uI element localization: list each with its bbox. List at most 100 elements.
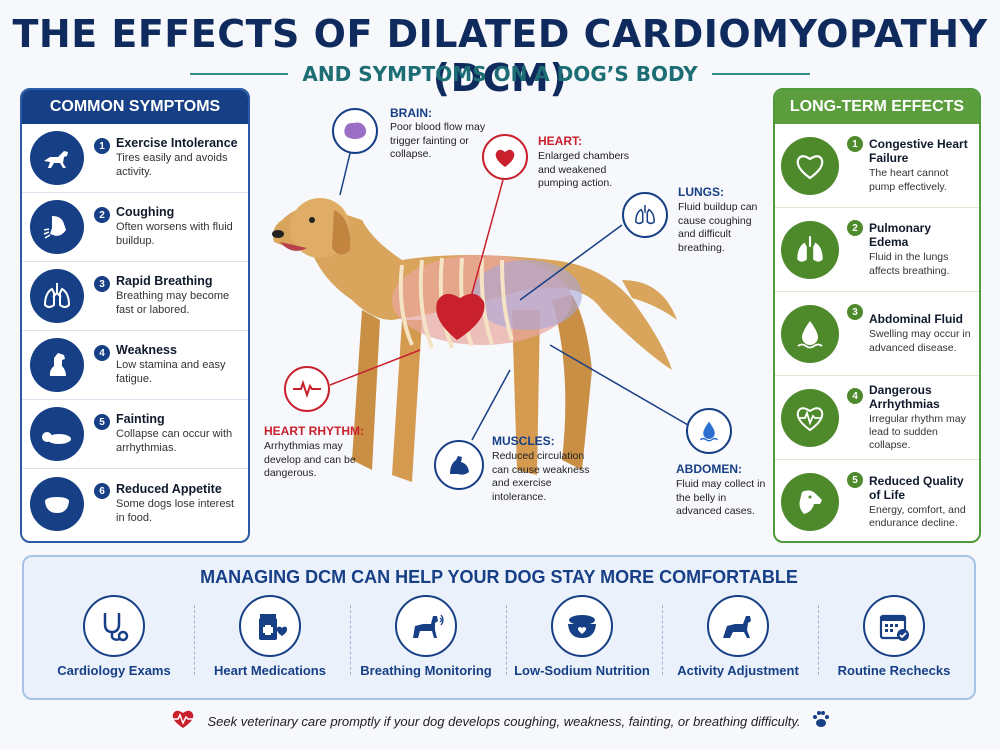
dog-face-icon [781, 473, 839, 531]
management-label: Cardiology Exams [57, 663, 171, 678]
symptom-desc: Low stamina and easy fatigue. [116, 359, 226, 385]
lungs-callout-title: LUNGS: [678, 185, 724, 199]
divider [194, 605, 195, 675]
muscles-callout-desc: Reduced circulation can cause weakness a… [492, 450, 590, 503]
divider [818, 605, 819, 675]
subtitle-divider-right [711, 73, 810, 75]
heartbeat-icon [781, 388, 839, 447]
walking-dog-icon [707, 595, 769, 657]
coughing-dog-icon [30, 200, 84, 254]
heart-icon [482, 134, 528, 180]
calendar-icon [863, 595, 925, 657]
management-item: Activity Adjustment [668, 595, 808, 679]
effect-number: 4 [847, 388, 863, 404]
sitting-dog-icon [30, 338, 84, 392]
symptom-title: Fainting [116, 412, 165, 427]
medication-icon [239, 595, 301, 657]
droplet-icon [686, 408, 732, 454]
symptom-number: 5 [94, 414, 110, 430]
symptom-item: 3 Rapid Breathing Breathing may become f… [22, 262, 248, 331]
symptom-number: 3 [94, 276, 110, 292]
page-title: THE EFFECTS OF DILATED CARDIOMYOPATHY (D… [12, 12, 988, 100]
effect-number: 1 [847, 136, 863, 152]
effect-title: Congestive Heart Failure [869, 137, 968, 166]
effect-item: 1 Congestive Heart Failure The heart can… [775, 124, 979, 208]
food-bowl-icon [551, 595, 613, 657]
footer-text: Seek veterinary care promptly if your do… [207, 714, 801, 729]
divider [350, 605, 351, 675]
management-item: Low-Sodium Nutrition [512, 595, 652, 679]
effect-item: 4 Dangerous Arrhythmias Irregular rhythm… [775, 376, 979, 460]
effect-title: Pulmonary Edema [869, 221, 932, 250]
effect-desc: Fluid in the lungs affects breathing. [869, 251, 950, 277]
management-label: Routine Rechecks [837, 663, 951, 678]
heartbeat-icon [169, 708, 197, 735]
symptom-desc: Some dogs lose interest in food. [116, 497, 235, 524]
abdomen-callout-desc: Fluid may collect in the belly in advanc… [676, 478, 766, 518]
heart-callout-desc: Enlarged chambers and weakened pumping a… [538, 150, 630, 190]
muscles-callout-title: MUSCLES: [492, 434, 555, 448]
management-heading: MANAGING DCM CAN HELP YOUR DOG STAY MORE… [200, 567, 798, 587]
lying-dog-icon [30, 407, 84, 461]
effect-title: Abdominal Fluid [869, 312, 963, 327]
management-item: Breathing Monitoring [356, 595, 496, 679]
symptom-title: Rapid Breathing [116, 274, 213, 289]
long-term-effects-heading: LONG-TERM EFFECTS [775, 90, 979, 124]
muscle-arm-icon [434, 440, 484, 490]
subtitle-row: AND SYMPTOMS ON A DOG’S BODY [190, 60, 810, 88]
lungs-icon [781, 220, 839, 279]
symptom-number: 1 [94, 138, 110, 154]
effect-title: Dangerous Arrhythmias [869, 382, 940, 411]
subtitle-divider-left [190, 73, 289, 75]
symptom-title: Weakness [116, 343, 177, 358]
effect-number: 3 [847, 304, 863, 320]
symptom-desc: Collapse can occur with arrhythmias. [116, 428, 233, 454]
symptom-item: 1 Exercise Intolerance Tires easily and … [22, 124, 248, 193]
common-symptoms-heading: COMMON SYMPTOMS [22, 90, 248, 124]
symptom-desc: Tires easily and avoids activity. [116, 152, 228, 178]
divider [506, 605, 507, 675]
symptom-item: 5 Fainting Collapse can occur with arrhy… [22, 400, 248, 469]
heart-rhythm-callout-title: HEART RHYTHM: [264, 424, 364, 438]
effect-desc: Energy, comfort, and endurance decline. [869, 503, 966, 529]
footer-note: Seek veterinary care promptly if your do… [0, 708, 1000, 735]
effect-desc: The heart cannot pump effectively. [869, 167, 949, 193]
stethoscope-icon [83, 595, 145, 657]
food-bowl-icon [30, 476, 84, 531]
common-symptoms-panel: COMMON SYMPTOMS 1 Exercise Intolerance T… [20, 88, 250, 543]
lungs-icon [30, 269, 84, 323]
dog-breathing-icon [395, 595, 457, 657]
symptom-title: Reduced Appetite [116, 481, 222, 496]
symptom-number: 6 [94, 483, 110, 499]
management-item: Heart Medications [200, 595, 340, 679]
symptom-title: Exercise Intolerance [116, 136, 238, 151]
effect-desc: Irregular rhythm may lead to sudden coll… [869, 412, 966, 452]
page-subtitle: AND SYMPTOMS ON A DOG’S BODY [302, 62, 698, 86]
symptom-number: 2 [94, 207, 110, 223]
symptom-item: 2 Coughing Often worsens with fluid buil… [22, 193, 248, 262]
effect-item: 5 Reduced Quality of Life Energy, comfor… [775, 460, 979, 541]
effect-number: 2 [847, 220, 863, 236]
effect-number: 5 [847, 472, 863, 488]
symptom-desc: Breathing may become fast or labored. [116, 290, 230, 316]
divider [662, 605, 663, 675]
symptom-title: Coughing [116, 205, 175, 220]
effect-title: Reduced Quality of Life [869, 473, 964, 502]
heart-icon [781, 136, 839, 195]
symptom-item: 4 Weakness Low stamina and easy fatigue. [22, 331, 248, 400]
symptom-item: 6 Reduced Appetite Some dogs lose intere… [22, 469, 248, 538]
lungs-icon [622, 192, 668, 238]
effect-item: 3 Abdominal Fluid Swelling may occur in … [775, 292, 979, 376]
brain-callout-desc: Poor blood flow may trigger fainting or … [390, 121, 486, 161]
running-dog-icon [30, 131, 84, 185]
abdomen-callout-title: ABDOMEN: [676, 462, 742, 476]
effect-item: 2 Pulmonary Edema Fluid in the lungs aff… [775, 208, 979, 292]
symptom-number: 4 [94, 345, 110, 361]
heart-rhythm-icon [284, 366, 330, 412]
management-label: Low-Sodium Nutrition [514, 663, 650, 678]
paw-print-icon [811, 709, 831, 734]
droplet-icon [781, 304, 839, 363]
management-item: Cardiology Exams [44, 595, 184, 679]
lungs-callout-desc: Fluid buildup can cause coughing and dif… [678, 201, 758, 254]
brain-icon [332, 108, 378, 154]
